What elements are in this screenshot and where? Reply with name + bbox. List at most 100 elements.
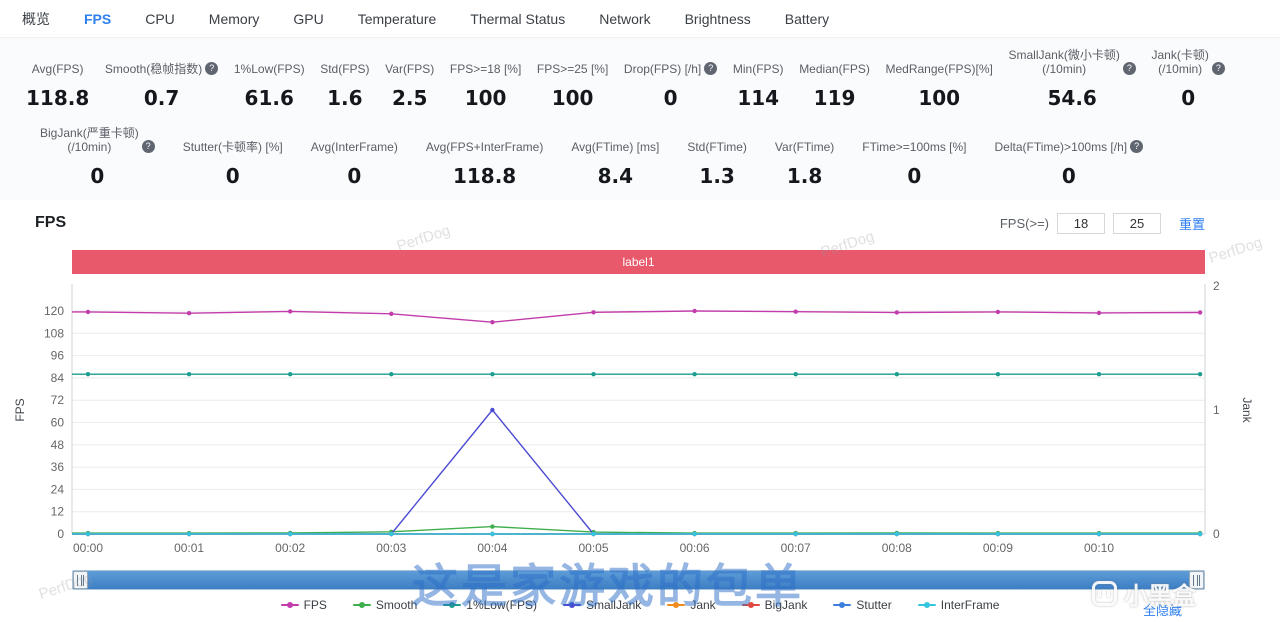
metric-label: Std(FTime) [687, 124, 747, 154]
nav-tab-CPU[interactable]: CPU [145, 10, 175, 27]
legend-item[interactable]: FPS [280, 598, 327, 612]
nav-tab-Brightness[interactable]: Brightness [684, 10, 751, 27]
metric-label-text: SmallJank(微小卡顿) (/10min) [1008, 48, 1120, 76]
metric-label: Min(FPS) [733, 46, 784, 76]
metric-label-text: Min(FPS) [732, 62, 784, 76]
nav-tab-GPU[interactable]: GPU [293, 10, 324, 27]
slider-left-handle[interactable] [73, 571, 88, 589]
help-icon[interactable]: ? [1130, 140, 1144, 153]
slider-grip-icon [1193, 574, 1200, 586]
legend-label: Smooth [375, 598, 418, 612]
svg-text:60: 60 [51, 416, 65, 430]
svg-text:1: 1 [1213, 403, 1220, 417]
fps-panel-header: FPS FPS(>=) 重置 [0, 208, 1280, 238]
legend-item[interactable]: 1%Low(FPS) [443, 598, 537, 612]
legend-marker-icon [917, 601, 936, 609]
help-icon[interactable]: ? [704, 62, 718, 75]
metric-cell: Var(FTime) 1.8 [761, 124, 848, 188]
svg-text:00:04: 00:04 [477, 541, 507, 555]
svg-text:72: 72 [51, 393, 65, 407]
metric-cell: Avg(FPS) 118.8 [26, 46, 89, 110]
metric-cell: Std(FPS) 1.6 [320, 46, 369, 110]
metric-label-text: Std(FTime) [687, 140, 747, 154]
metric-label-text: Median(FPS) [799, 62, 870, 76]
metric-value: 0 [1061, 164, 1076, 188]
svg-text:00:01: 00:01 [174, 541, 204, 555]
legend-label: 1%Low(FPS) [466, 598, 537, 612]
metric-label: Var(FPS) [385, 46, 434, 76]
nav-tab-FPS[interactable]: FPS [84, 10, 112, 27]
fps-threshold-high-input[interactable] [1112, 212, 1161, 234]
nav-tab-Battery[interactable]: Battery [784, 10, 830, 27]
chart-range-slider[interactable] [72, 570, 1205, 590]
slider-right-handle[interactable] [1189, 571, 1204, 589]
svg-text:00:05: 00:05 [578, 541, 608, 555]
legend-marker-icon [280, 601, 299, 609]
metric-cell: FPS>=18 [%] 100 [450, 46, 521, 110]
metric-label: SmallJank(微小卡顿) (/10min)? [1009, 46, 1136, 76]
legend-item[interactable]: Smooth [352, 598, 418, 612]
nav-tab-Network[interactable]: Network [599, 10, 651, 27]
nav-tab-概览[interactable]: 概览 [22, 10, 50, 27]
help-icon[interactable]: ? [141, 140, 155, 153]
slider-grip-icon [77, 574, 84, 586]
metric-label-text: 1%Low(FPS) [233, 62, 305, 76]
metric-cell: Jank(卡顿) (/10min)? 0 [1151, 46, 1225, 110]
metric-label: Drop(FPS) [/h]? [623, 46, 718, 76]
metric-label-text: Stutter(卡顿率) [%] [182, 140, 283, 154]
metric-value: 1.3 [699, 164, 735, 188]
help-icon[interactable]: ? [205, 62, 219, 75]
metric-label: Var(FTime) [775, 124, 834, 154]
nav-tab-Temperature[interactable]: Temperature [357, 10, 437, 27]
svg-text:00:00: 00:00 [73, 541, 103, 555]
nav-tab-Memory[interactable]: Memory [208, 10, 260, 27]
svg-text:00:06: 00:06 [680, 541, 710, 555]
metric-cell: Min(FPS) 114 [733, 46, 784, 110]
metric-value: 0 [907, 164, 922, 188]
metric-label-text: Std(FPS) [320, 62, 370, 76]
svg-text:00:09: 00:09 [983, 541, 1013, 555]
metric-value: 0.7 [143, 86, 180, 110]
legend-item[interactable]: BigJank [741, 598, 807, 612]
svg-text:36: 36 [51, 460, 65, 474]
help-icon[interactable]: ? [1211, 62, 1225, 75]
legend-hide-all-link[interactable]: 全隐藏 [1142, 603, 1182, 618]
legend-item[interactable]: SmallJank [562, 598, 641, 612]
svg-text:24: 24 [51, 482, 65, 496]
svg-text:00:10: 00:10 [1084, 541, 1114, 555]
legend-marker-icon [667, 601, 686, 609]
metric-cell: Avg(FPS+InterFrame) 118.8 [412, 124, 557, 188]
metrics-row-2: BigJank(严重卡顿) (/10min)? 0 Stutter(卡顿率) [%]… [0, 124, 1280, 188]
metric-value: 100 [918, 86, 961, 110]
legend-item[interactable]: Jank [667, 598, 716, 612]
metric-label-text: Drop(FPS) [/h] [623, 62, 702, 76]
metric-label: Delta(FTime)>100ms [/h]? [995, 124, 1144, 154]
metric-cell: Avg(InterFrame) 0 [297, 124, 412, 188]
svg-text:FPS: FPS [13, 398, 27, 421]
metric-label-text: Jank(卡顿) (/10min) [1151, 48, 1209, 76]
fps-threshold-low-input[interactable] [1056, 212, 1105, 234]
help-icon[interactable]: ? [1122, 62, 1136, 75]
legend-marker-icon [562, 601, 581, 609]
metric-label: Avg(FPS+InterFrame) [426, 124, 543, 154]
legend-item[interactable]: InterFrame [917, 598, 999, 612]
reset-button[interactable]: 重置 [1178, 216, 1205, 232]
chart-legend: FPS Smooth 1%Low(FPS) SmallJank Jank BigJank S… [0, 598, 1280, 622]
legend-item[interactable]: Stutter [833, 598, 892, 612]
metric-label-text: FTime>=100ms [%] [862, 140, 967, 154]
metrics-summary: Avg(FPS) 118.8 Smooth(稳帧指数)? 0.7 1%Low(FPS) 6… [0, 38, 1280, 200]
metric-label-text: Avg(InterFrame) [310, 140, 398, 154]
legend-marker-icon [352, 601, 371, 609]
metric-label-text: Var(FTime) [774, 140, 835, 154]
metric-cell: Std(FTime) 1.3 [673, 124, 761, 188]
svg-text:84: 84 [51, 371, 65, 385]
metric-value: 0 [90, 164, 105, 188]
metric-label: FTime>=100ms [%] [862, 124, 966, 154]
fps-chart: 0 12 24 36 48 60 72 84 96 108 120 0 1 2 00:00 00:01 00:0… [0, 278, 1280, 560]
metric-label-text: Avg(FPS) [31, 62, 84, 76]
metric-label: Jank(卡顿) (/10min)? [1151, 46, 1225, 76]
nav-tab-Thermal Status[interactable]: Thermal Status [470, 10, 566, 27]
metric-value: 118.8 [452, 164, 517, 188]
svg-text:120: 120 [44, 304, 64, 318]
